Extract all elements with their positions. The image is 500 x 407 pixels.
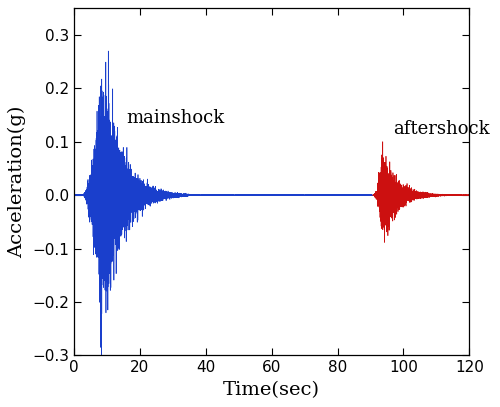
X-axis label: Time(sec): Time(sec) xyxy=(223,381,320,399)
Text: mainshock: mainshock xyxy=(126,109,225,127)
Text: aftershock: aftershock xyxy=(394,120,490,138)
Y-axis label: Acceleration(g): Acceleration(g) xyxy=(8,105,26,258)
